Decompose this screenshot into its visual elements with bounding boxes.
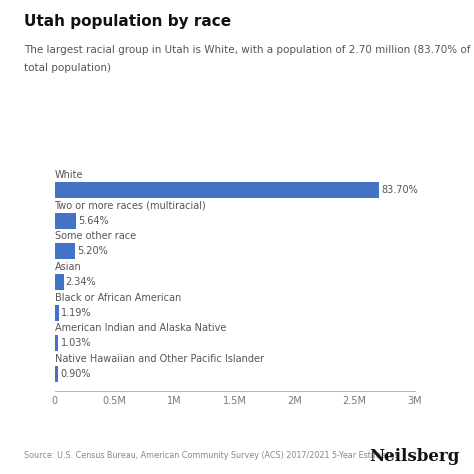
Text: 1.19%: 1.19%	[61, 308, 92, 318]
Text: total population): total population)	[24, 63, 111, 73]
Bar	[55, 366, 58, 382]
Bar	[55, 336, 58, 351]
Text: American Indian and Alaska Native: American Indian and Alaska Native	[55, 323, 226, 333]
Text: Two or more races (multiracial): Two or more races (multiracial)	[55, 201, 206, 210]
Text: 1.03%: 1.03%	[61, 338, 91, 348]
Text: Black or African American: Black or African American	[55, 292, 181, 302]
Text: 2.34%: 2.34%	[66, 277, 96, 287]
Bar	[55, 243, 75, 259]
Bar	[55, 305, 59, 321]
Text: The largest racial group in Utah is White, with a population of 2.70 million (83: The largest racial group in Utah is Whit…	[24, 45, 474, 55]
Text: 5.64%: 5.64%	[79, 216, 109, 226]
Text: Neilsberg: Neilsberg	[369, 448, 460, 465]
Bar	[55, 213, 76, 228]
Bar	[55, 274, 64, 290]
Text: 0.90%: 0.90%	[60, 369, 91, 379]
Text: 5.20%: 5.20%	[77, 246, 108, 256]
Text: Native Hawaiian and Other Pacific Islander: Native Hawaiian and Other Pacific Island…	[55, 354, 264, 364]
Bar	[55, 182, 379, 198]
Text: Utah population by race: Utah population by race	[24, 14, 231, 29]
Text: Some other race: Some other race	[55, 231, 136, 241]
Text: Asian: Asian	[55, 262, 81, 272]
Text: 83.70%: 83.70%	[381, 185, 418, 195]
Text: White: White	[55, 170, 83, 180]
Text: Source: U.S. Census Bureau, American Community Survey (ACS) 2017/2021 5-Year Est: Source: U.S. Census Bureau, American Com…	[24, 451, 398, 460]
